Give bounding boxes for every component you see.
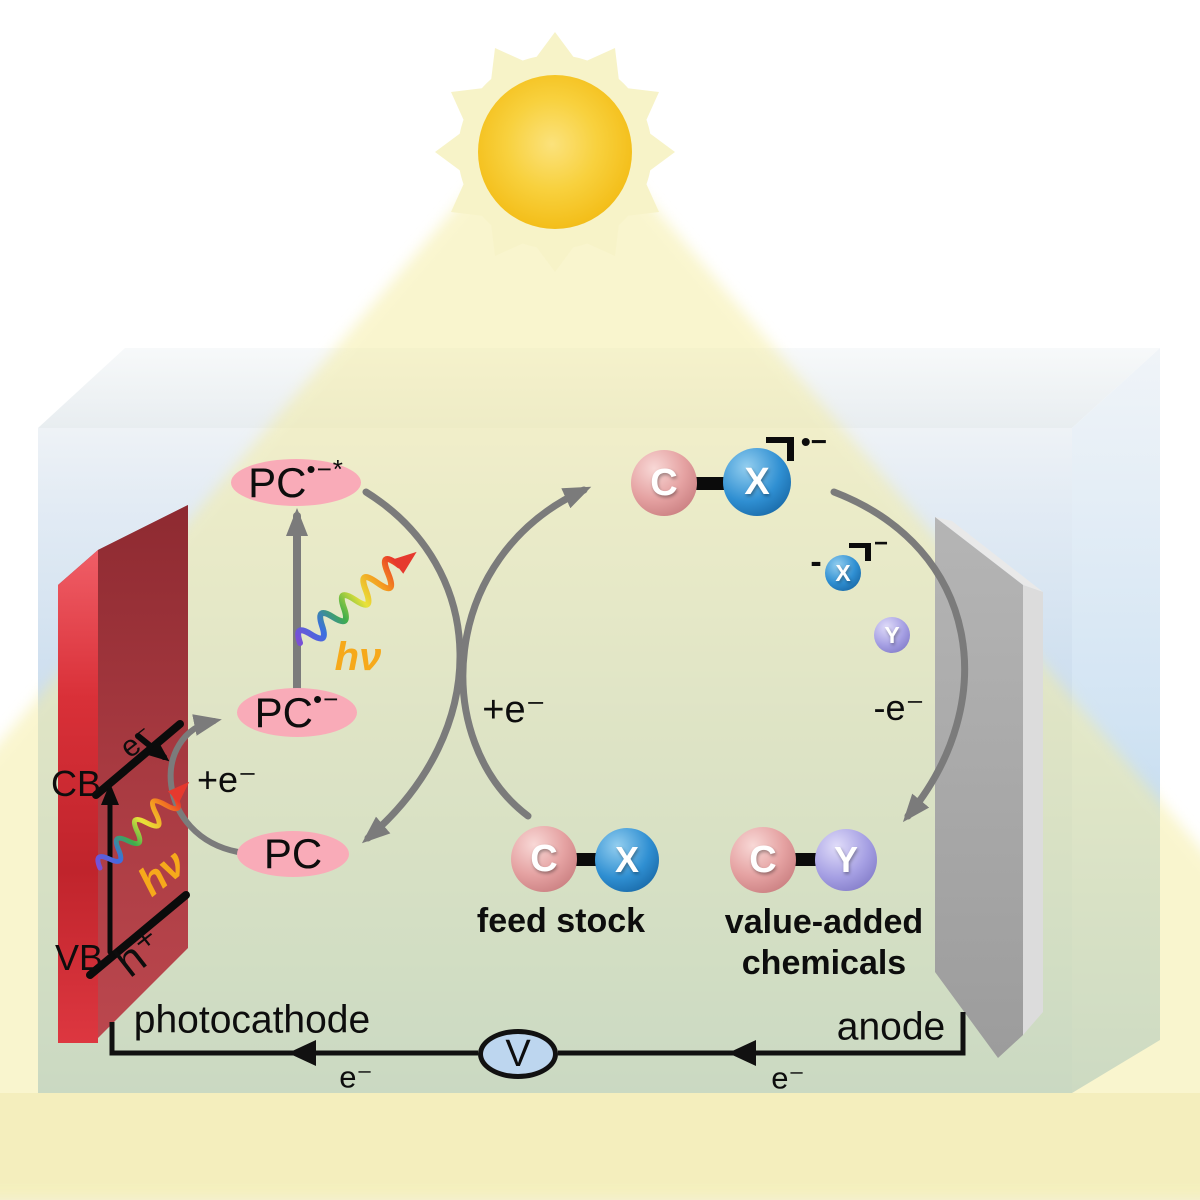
product-c-atom: C bbox=[730, 827, 796, 893]
band-structure bbox=[86, 720, 190, 979]
cycle-arrows bbox=[167, 486, 969, 855]
product-caption-line1: value-added bbox=[724, 903, 924, 941]
photon-wave-slab bbox=[95, 781, 190, 871]
radical-anion-bond bbox=[688, 477, 730, 490]
photocathode-caption: photocathode bbox=[133, 998, 371, 1042]
anode-caption: anode bbox=[836, 1005, 946, 1049]
radical-anion-x-atom: X bbox=[723, 448, 791, 516]
voltmeter-label: V bbox=[505, 1032, 531, 1075]
pc-radical-anion-state: PC •− bbox=[237, 684, 357, 737]
product-caption-line2: chemicals bbox=[741, 944, 907, 982]
vb-level-line bbox=[86, 891, 190, 979]
feedstock-caption: feed stock bbox=[476, 902, 646, 940]
radical-anion-c-atom: C bbox=[631, 450, 697, 516]
pc-radical-superscript: •− bbox=[313, 684, 340, 714]
substrate-reduction-arc bbox=[459, 486, 592, 820]
voltmeter: V bbox=[478, 1029, 558, 1079]
anode-slab bbox=[935, 517, 1043, 1058]
cb-label: CB bbox=[50, 763, 102, 804]
leaving-group-x-atom: X bbox=[825, 555, 861, 591]
pc-ground-base: PC bbox=[263, 830, 323, 877]
electron-loss-label: -e⁻ bbox=[873, 687, 925, 728]
photon-wave-free bbox=[295, 551, 417, 646]
sun-icon bbox=[435, 32, 675, 272]
circuit-wire bbox=[109, 1012, 966, 1056]
electron-transfer-label: +e⁻ bbox=[482, 689, 546, 731]
product-y-atom: Y bbox=[815, 829, 877, 891]
anodic-oxidation-arc bbox=[830, 488, 969, 823]
pc-excited-superscript: •−* bbox=[306, 454, 344, 484]
vb-label: VB bbox=[54, 937, 104, 978]
electron-injection-arrow bbox=[135, 733, 170, 762]
electron-flow-arrowhead-right bbox=[728, 1040, 756, 1066]
radical-anion-charge: •− bbox=[800, 426, 828, 457]
pc-radical-base: PC bbox=[254, 688, 314, 736]
leaving-group-minus-prefix: - bbox=[810, 543, 822, 581]
feedstock-c-atom: C bbox=[511, 826, 577, 892]
electron-injection-label: +e⁻ bbox=[196, 759, 258, 800]
leaving-group-charge: − bbox=[873, 530, 889, 557]
light-cone bbox=[0, 155, 1200, 1200]
electron-flow-label-right: e⁻ bbox=[771, 1060, 805, 1096]
feedstock-x-atom: X bbox=[595, 828, 659, 892]
pc-excited-state: PC •−* bbox=[231, 454, 361, 506]
pc-reduction-arrow bbox=[167, 714, 241, 855]
electron-flow-arrowhead-left bbox=[288, 1040, 316, 1066]
electron-flow-label-left: e⁻ bbox=[339, 1059, 373, 1095]
pc-oxidation-arc bbox=[361, 488, 464, 844]
photon-label-free: hν bbox=[334, 635, 382, 679]
pc-ground-state: PC bbox=[237, 830, 349, 877]
free-y-atom: Y bbox=[874, 617, 910, 653]
photocathode-slab bbox=[58, 505, 188, 1043]
pc-excited-base: PC bbox=[248, 458, 307, 506]
